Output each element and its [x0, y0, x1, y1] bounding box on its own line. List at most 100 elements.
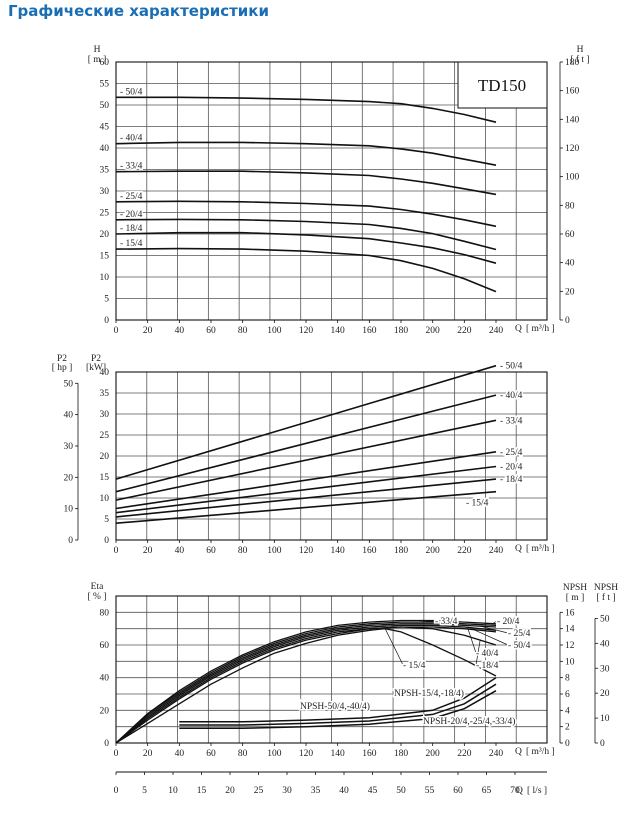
npsh-m-axis-tick-label-0: 0: [565, 739, 570, 749]
ls-tick-label-3: 15: [197, 786, 207, 796]
head-ytick-label-6: 30: [100, 187, 110, 197]
eta-ylabel: Eta: [91, 582, 104, 592]
power-kw-tick-label-7: 35: [100, 389, 110, 399]
eta-xtick-label-2: 40: [175, 749, 185, 759]
power-ylabel-hp-unit: [ hp ]: [52, 363, 73, 373]
head-xtick-label-5: 100: [267, 326, 282, 336]
head-frame: [115, 61, 548, 321]
npsh-ft-axis-tick-label-4: 40: [600, 639, 610, 649]
ls-tick-label-13: 65: [482, 786, 492, 796]
eta-ytick-label-0: 0: [104, 739, 109, 749]
eta-leader-50-4: [473, 629, 509, 646]
head-ytick-label-0: 0: [104, 316, 109, 326]
npsh-ft-label: NPSH: [594, 583, 618, 593]
eta-label-33-4: - 33/4: [435, 617, 458, 627]
head-ytick-label-2: 10: [100, 273, 110, 283]
ls-tick-label-11: 55: [425, 786, 435, 796]
head-ytick-label-4: 20: [100, 230, 110, 240]
npsh-ft-unit: [ f t ]: [596, 592, 615, 603]
eta-xlabel: Q: [515, 747, 522, 757]
head-right-axis-tick-label-5: 100: [565, 173, 580, 183]
head-xtick-label-1: 20: [143, 326, 153, 336]
power-curve-18-4: [115, 478, 497, 518]
power-curve-33-4: [115, 419, 497, 501]
ls-tick-label-14: 70: [510, 786, 520, 796]
head-xtick-label-3: 60: [206, 326, 216, 336]
power-label-15-4: - 15/4: [466, 499, 489, 509]
power-xtick-label-12: 240: [489, 546, 504, 556]
head-xlabel: Q: [515, 324, 522, 334]
ls-tick-label-4: 20: [225, 786, 235, 796]
eta-leader-40-4: [467, 627, 477, 654]
npsh-label-0: NPSH-15/4,-18/4): [394, 688, 464, 699]
head-curve-25-4: [115, 200, 497, 228]
head-ytick-label-5: 25: [100, 209, 110, 219]
head-xtick-label-10: 200: [426, 326, 441, 336]
head-ytick-label-8: 40: [100, 144, 110, 154]
eta-ytick-label-3: 60: [100, 641, 110, 651]
eta-xtick-label-0: 0: [114, 749, 119, 759]
power-xtick-label-10: 200: [426, 546, 441, 556]
ls-tick-label-7: 35: [311, 786, 321, 796]
power-xtick-label-9: 180: [394, 546, 409, 556]
eta-xtick-label-1: 20: [143, 749, 153, 759]
eta-leader-33-4: [413, 620, 436, 623]
head-label-20-4: - 20/4: [120, 210, 143, 220]
eta-leader-18-4: [475, 640, 481, 666]
head-ylabel-left-unit: [ m ]: [88, 55, 106, 65]
head-ytick-label-12: 60: [100, 58, 110, 68]
power-xlabel: Q: [515, 544, 522, 554]
power-label-33-4: - 33/4: [500, 416, 523, 426]
ls-tick-label-5: 25: [254, 786, 264, 796]
power-xtick-label-6: 120: [299, 546, 314, 556]
power-hp-axis-tick-label-5: 50: [64, 379, 74, 389]
npsh-m-axis-tick-label-3: 6: [565, 690, 570, 700]
eta-xtick-label-11: 220: [457, 749, 472, 759]
head-label-50-4: - 50/4: [120, 87, 143, 97]
ls-xlabel-unit: [ l/s ]: [527, 786, 547, 796]
power-xtick-label-1: 20: [143, 546, 153, 556]
power-hp-axis-tick-label-0: 0: [68, 536, 73, 546]
power-hp-axis-tick-label-3: 30: [64, 442, 74, 452]
power-kw-tick-label-2: 10: [100, 494, 110, 504]
power-kw-tick-label-6: 30: [100, 410, 110, 420]
head-ylabel-right: H: [577, 45, 584, 55]
head-right-axis-tick-label-9: 180: [565, 58, 580, 68]
head-right-axis-tick-label-6: 120: [565, 144, 580, 154]
eta-curve-18-4: [115, 626, 497, 744]
head-ylabel-left: H: [94, 45, 101, 55]
eta-frame: [115, 595, 548, 744]
head-right-axis-tick-label-3: 60: [565, 230, 575, 240]
head-xtick-label-6: 120: [299, 326, 314, 336]
power-curve-25-4: [115, 451, 497, 510]
head-xlabel-unit: [ m³/h ]: [526, 324, 555, 334]
eta-label-50-4: - 50/4: [508, 641, 531, 651]
eta-curve-50-4: [115, 626, 497, 744]
head-ylabel-right-unit: [ f t ]: [570, 54, 589, 65]
eta-xtick-label-7: 140: [331, 749, 346, 759]
power-label-18-4: - 18/4: [500, 475, 523, 485]
npsh-label-2: NPSH-20/4,-25/4,-33/4): [423, 716, 515, 727]
head-xtick-label-9: 180: [394, 326, 409, 336]
npsh-ft-axis-tick-label-2: 20: [600, 689, 610, 699]
model-label-box: [457, 61, 548, 109]
power-label-50-4: - 50/4: [500, 362, 523, 372]
head-xtick-label-4: 80: [238, 326, 248, 336]
head-ytick-label-11: 55: [100, 80, 110, 90]
power-xtick-label-8: 160: [362, 546, 377, 556]
head-xtick-label-12: 240: [489, 326, 504, 336]
ls-tick-label-9: 45: [368, 786, 378, 796]
power-hp-axis-tick-label-4: 40: [64, 411, 74, 421]
ls-tick-label-6: 30: [282, 786, 292, 796]
eta-ytick-label-1: 20: [100, 706, 110, 716]
head-label-40-4: - 40/4: [120, 134, 143, 144]
power-kw-tick-label-3: 15: [100, 473, 110, 483]
power-curve-15-4: [115, 490, 497, 524]
head-ytick-label-3: 15: [100, 252, 110, 262]
npsh-m-axis-tick-label-7: 14: [565, 625, 575, 635]
ls-tick-label-2: 10: [168, 786, 178, 796]
npsh-curve-2: [179, 690, 497, 730]
head-curve-50-4: [116, 96, 497, 123]
power-xtick-label-5: 100: [267, 546, 282, 556]
head-right-axis-tick-label-7: 140: [565, 115, 580, 125]
